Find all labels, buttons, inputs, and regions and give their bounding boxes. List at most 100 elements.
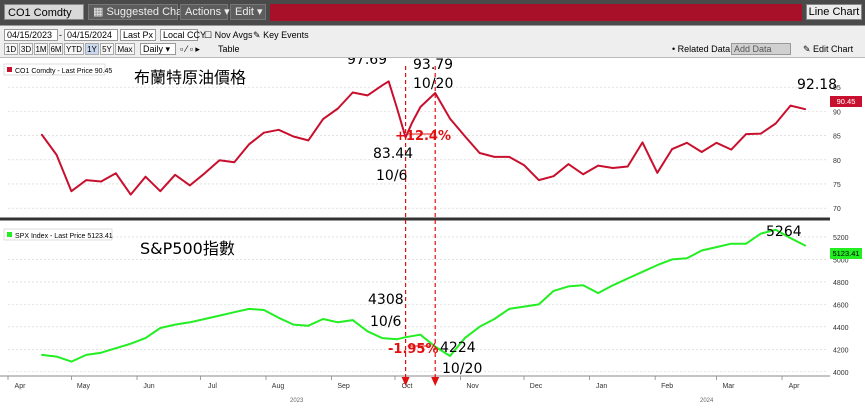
x-tick-label: Jun — [143, 383, 154, 390]
chart-tools-icon[interactable]: ▫ ⁄ ▫ ▸ — [180, 44, 200, 54]
brent-data-point — [159, 190, 162, 192]
related-data-button[interactable]: • Related Data ▾ — [672, 43, 737, 55]
brent-y-tick-label: 70 — [833, 206, 841, 213]
suggested-charts-button[interactable]: ▦ Suggested Charts — [88, 4, 195, 20]
edit-label: Edit — [235, 6, 254, 18]
spx-data-point — [174, 323, 176, 326]
spx-data-point — [381, 337, 384, 339]
period-button-5y[interactable]: 5Y — [100, 43, 114, 55]
spx-data-point — [597, 292, 599, 294]
spx-data-point — [804, 244, 807, 247]
brent-data-point — [248, 143, 250, 146]
brent-data-point — [189, 184, 191, 187]
brent-data-point — [387, 80, 390, 83]
period-button-1d[interactable]: 1D — [4, 43, 18, 55]
period-button-6m[interactable]: 6M — [49, 43, 63, 55]
x-tick-label: Jan — [596, 383, 607, 390]
spx-data-point — [508, 308, 511, 310]
spx-data-point — [656, 264, 659, 266]
end-date-field[interactable]: 04/15/2024 — [64, 29, 118, 41]
spx-data-point — [730, 242, 733, 245]
x-tick-label: Feb — [661, 383, 673, 390]
spx-legend-swatch — [7, 232, 12, 237]
spx-data-point — [351, 319, 354, 321]
brent-data-point — [760, 132, 762, 135]
brent-data-point — [174, 174, 176, 176]
chevron-down-icon: ▾ — [221, 6, 230, 18]
x-tick-label: Mar — [722, 383, 735, 390]
currency-select[interactable]: Local CCY — [160, 29, 206, 41]
brent-data-point — [41, 133, 43, 136]
brent-data-point — [419, 106, 422, 108]
start-date-field[interactable]: 04/15/2023 — [4, 29, 58, 41]
brent-data-point — [671, 148, 673, 150]
spx-data-point — [612, 284, 614, 287]
edit-button[interactable]: Edit ▾ — [230, 4, 266, 20]
brent-data-point — [366, 94, 369, 97]
table-button[interactable]: Table — [218, 44, 240, 54]
brent-y-tick-label: 95 — [833, 85, 841, 92]
title-strip — [270, 4, 802, 21]
period-button-max[interactable]: Max — [115, 43, 135, 55]
spx-data-point — [789, 237, 792, 239]
spx-data-point — [449, 355, 451, 357]
brent-annotation-last: 92.18 — [797, 77, 837, 93]
spx-data-point — [671, 258, 673, 261]
brent-y-tick-label: 90 — [833, 109, 841, 116]
period-button-ytd[interactable]: YTD — [64, 43, 84, 55]
brent-data-point — [715, 142, 718, 144]
brent-data-point — [612, 167, 614, 169]
x-tick-label: Aug — [272, 383, 285, 390]
add-data-field[interactable]: Add Data — [731, 43, 791, 55]
spx-data-point — [760, 232, 762, 235]
spx-data-point — [582, 284, 584, 287]
period-button-1y[interactable]: 1Y — [85, 43, 99, 55]
chart-controls: 04/15/2023 - 04/15/2024 Last Px Local CC… — [0, 26, 865, 58]
period-button-3d[interactable]: 3D — [19, 43, 33, 55]
spx-badge-bg — [830, 248, 862, 259]
key-events-label: Key Events — [263, 30, 309, 40]
spx-data-point — [263, 309, 265, 311]
brent-annotation-peak: 97.69 — [347, 58, 387, 68]
edit-chart-button[interactable]: ✎ Edit Chart — [803, 43, 853, 55]
nov-avgs-toggle[interactable]: ☐ Nov Avgs — [204, 29, 252, 41]
event-marker-arrow-2 — [431, 377, 440, 386]
spx-data-point — [626, 277, 629, 280]
spx-data-point — [218, 314, 221, 317]
spx-annotation-date-1: 10/6 — [370, 314, 402, 330]
frequency-select[interactable]: Daily ▾ — [140, 43, 176, 55]
spx-data-point — [715, 246, 718, 248]
ticker-field[interactable]: CO1 Comdty — [4, 4, 84, 20]
brent-annotation-high-value: 93.79 — [413, 58, 453, 73]
brent-data-point — [70, 190, 73, 192]
spx-data-point — [337, 321, 339, 324]
spx-y-tick-label: 4600 — [833, 302, 849, 309]
spx-data-point — [552, 290, 555, 292]
spx-data-point — [277, 317, 280, 319]
brent-last-price-badge: 90.45 — [830, 96, 862, 107]
brent-legend-box — [3, 63, 106, 76]
spx-data-point — [419, 333, 422, 336]
spx-data-point — [464, 337, 466, 339]
period-button-1m[interactable]: 1M — [34, 43, 48, 55]
line-chart-button[interactable]: Line Chart — [806, 4, 862, 20]
event-marker-arrow-1 — [401, 377, 410, 386]
brent-data-point — [700, 151, 703, 153]
brent-data-point — [597, 164, 599, 167]
brent-data-point — [538, 179, 540, 181]
actions-button[interactable]: Actions ▾ — [180, 4, 230, 20]
brent-change-label: +12.4% — [395, 129, 451, 144]
key-events-toggle[interactable]: ✎ Key Events — [253, 29, 309, 41]
field-select[interactable]: Last Px — [120, 29, 156, 41]
spx-badge-text: 5123.41 — [832, 249, 859, 258]
brent-data-point — [292, 135, 295, 138]
spx-data-point — [41, 354, 43, 356]
x-tick-label: Apr — [789, 383, 801, 390]
year-label-2023: 2023 — [290, 398, 304, 404]
brent-data-point — [449, 117, 451, 120]
brent-data-point — [351, 91, 354, 94]
spx-data-point — [233, 311, 236, 313]
spx-data-point — [567, 285, 570, 288]
spx-data-point — [144, 337, 147, 339]
spx-data-point — [159, 327, 162, 329]
